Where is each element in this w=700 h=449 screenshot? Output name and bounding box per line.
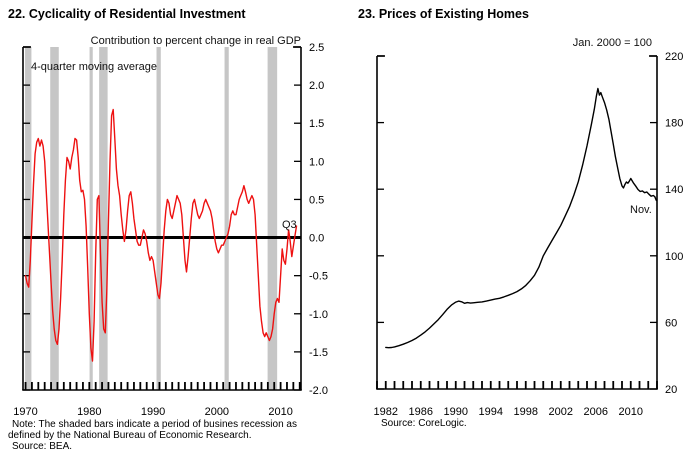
x-tick-label: 1998: [514, 406, 538, 418]
year-tick-comb: [376, 381, 658, 389]
recession-band: [89, 47, 93, 390]
right-chart-note: Source: CoreLogic.: [377, 418, 677, 429]
recession-band: [156, 47, 161, 390]
y-axis-ticks: [377, 55, 657, 390]
chart-title-residential-investment: 22. Cyclicality of Residential Investmen…: [8, 7, 246, 21]
y-tick-label: 2.5: [309, 42, 324, 54]
source-corelogic: Source: CoreLogic.: [381, 418, 467, 429]
y-tick-label: 2.0: [309, 80, 324, 92]
x-tick-label: 1982: [374, 406, 398, 418]
x-tick-label: 1990: [141, 406, 165, 418]
y-tick-label: -2.0: [309, 385, 328, 397]
source-bea: Source: BEA.: [12, 441, 73, 449]
recession-note-text: Note: The shaded bars indicate a period …: [8, 419, 297, 441]
chart-title-existing-home-prices: 23. Prices of Existing Homes: [358, 7, 529, 21]
x-tick-label: 1994: [479, 406, 503, 418]
recession-band: [99, 47, 108, 390]
x-tick-label: 2010: [268, 406, 292, 418]
series-line-home-prices: [385, 87, 657, 349]
recession-band: [267, 47, 278, 390]
year-tick-comb: [24, 382, 301, 390]
recession-band: [224, 47, 229, 390]
y-tick-label: 220: [665, 51, 683, 63]
y-tick-label: 60: [665, 317, 677, 329]
y-tick-label: 180: [665, 118, 683, 130]
series-annotation-moving-average: 4-quarter moving average: [31, 61, 157, 73]
x-tick-label: 1970: [13, 406, 37, 418]
y-tick-label: 1.0: [309, 156, 324, 168]
x-tick-label: 2000: [205, 406, 229, 418]
recession-band: [25, 47, 32, 390]
y-tick-labels: 220 180 140 100 60 20: [665, 51, 683, 396]
x-tick-label: 2002: [549, 406, 573, 418]
y-tick-label: 0.5: [309, 194, 324, 206]
last-point-label-q3: Q3: [282, 219, 297, 231]
last-point-label-nov: Nov.: [630, 204, 652, 216]
y-tick-label: -0.5: [309, 271, 328, 283]
x-tick-label: 2010: [619, 406, 643, 418]
x-tick-labels: 1970 1980 1990 2000 2010: [13, 406, 293, 418]
axis-unit-label-gdp-contribution: Contribution to percent change in real G…: [90, 35, 301, 47]
x-tick-label: 1990: [444, 406, 468, 418]
y-tick-label: 20: [665, 384, 677, 396]
y-tick-label: 100: [665, 251, 683, 263]
home-prices-plot: 220 180 140 100 60 20 1982 1986 1990 1994 1998 2002…: [374, 51, 684, 418]
y-tick-label: 0.0: [309, 233, 324, 245]
y-tick-labels: 2.5 2.0 1.5 1.0 0.5 0.0 -0.5 -1.0 -1.5 -2.0: [309, 42, 328, 397]
left-chart-note: Note: The shaded bars indicate a period …: [8, 419, 324, 449]
y-tick-label: -1.5: [309, 347, 328, 359]
x-tick-label: 1980: [77, 406, 101, 418]
y-tick-label: -1.0: [309, 309, 328, 321]
series-line-residential-investment: [24, 108, 298, 362]
y-tick-label: 1.5: [309, 118, 324, 130]
axis-frame: [376, 55, 658, 390]
y-tick-label: 140: [665, 184, 683, 196]
x-tick-label: 2006: [584, 406, 608, 418]
axis-unit-label-index-base: Jan. 2000 = 100: [572, 37, 652, 49]
recession-band: [50, 47, 59, 390]
x-tick-label: 1986: [409, 406, 433, 418]
x-tick-labels: 1982 1986 1990 1994 1998 2002 2006 2010: [374, 406, 643, 418]
y-axis-ticks: [23, 46, 301, 391]
